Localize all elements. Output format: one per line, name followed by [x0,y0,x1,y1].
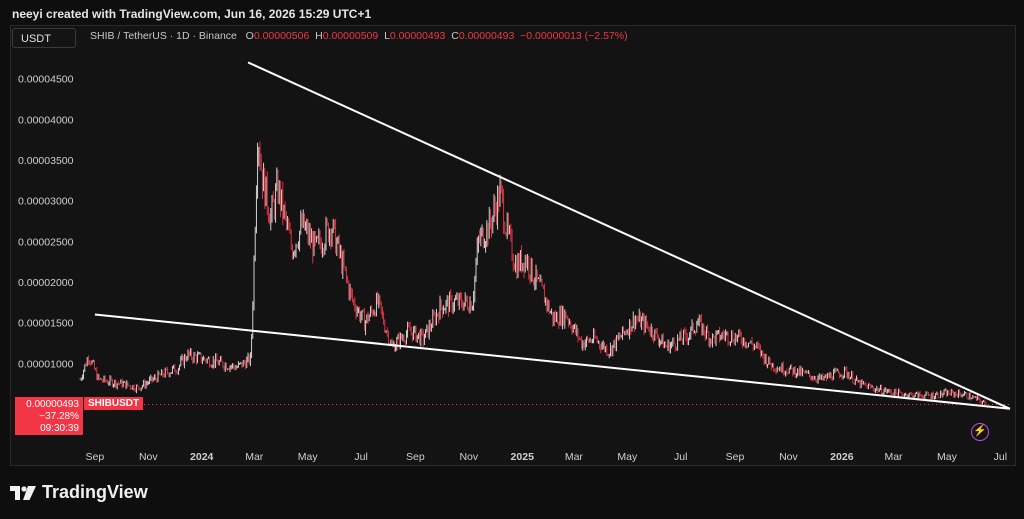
last-price: 0.00000493 [26,399,79,410]
y-tick-label: 0.00003500 [18,155,74,167]
x-tick-label: May [937,451,958,463]
x-tick-label: Sep [726,451,745,463]
chart-credit: neeyi created with TradingView.com, Jun … [12,7,372,21]
x-tick-label: Jul [994,451,1007,463]
x-tick-label: Jul [354,451,367,463]
x-tick-label: Jul [674,451,687,463]
lightning-icon[interactable]: ⚡ [971,423,989,441]
low-value: 0.00000493 [389,30,446,42]
close-value: 0.00000493 [458,30,515,42]
x-tick-label: May [617,451,638,463]
y-tick-label: 0.00003000 [18,196,74,208]
tv-logo-icon [10,485,36,500]
symbol-tag: SHIBUSDT [84,397,144,410]
x-tick-label: 2024 [190,451,214,463]
x-tick-label: Nov [779,451,798,463]
x-tick-label: 2025 [511,451,535,463]
lower-trendline [94,313,1011,410]
upper-trendline [247,61,1011,410]
x-tick-label: Mar [565,451,584,463]
x-tick-label: 2026 [830,451,854,463]
x-tick-label: Mar [245,451,264,463]
open-label: O [245,30,254,42]
y-tick-label: 0.00001000 [18,358,74,370]
open-value: 0.00000506 [253,30,310,42]
tradingview-logo[interactable]: TradingView [10,482,148,503]
x-tick-label: May [298,451,319,463]
y-tick-label: 0.00002500 [18,236,74,248]
close-label: C [451,30,459,42]
brand-name: TradingView [42,482,148,502]
y-tick-label: 0.00002000 [18,277,74,289]
x-tick-label: Sep [86,451,105,463]
x-tick-label: Nov [459,451,478,463]
y-tick-label: 0.00001500 [18,318,74,330]
ohlc-legend: SHIB / TetherUS · 1D · Binance O0.000005… [90,30,628,42]
high-label: H [315,30,323,42]
bar-countdown: 09:30:39 [40,423,79,434]
change-percent: −37.28% [39,411,79,422]
y-tick-label: 0.00004000 [18,114,74,126]
currency-selector[interactable]: USDT [12,28,76,48]
y-tick-label: 0.00004500 [18,74,74,86]
x-tick-label: Sep [406,451,425,463]
change-value: −0.00000013 (−2.57%) [520,30,628,42]
x-tick-label: Nov [139,451,158,463]
x-tick-label: Mar [884,451,903,463]
last-price-tag: 0.00000493 −37.28% 09:30:39 [15,397,83,435]
high-value: 0.00000509 [322,30,379,42]
symbol-label[interactable]: SHIB / TetherUS · 1D · Binance [90,30,237,42]
low-label: L [384,30,390,42]
